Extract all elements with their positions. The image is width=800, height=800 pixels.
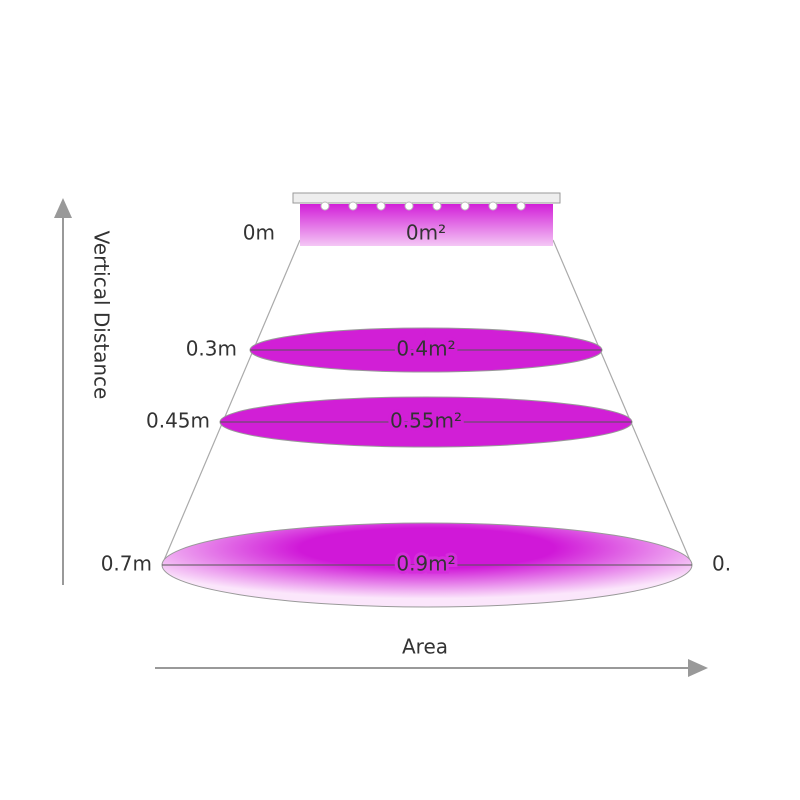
cone-edge (161, 239, 301, 566)
vertical-axis (54, 198, 72, 585)
edge-label: 0. (712, 552, 731, 576)
distance-label: 0.45m (146, 409, 210, 433)
area-label: 0.55m² (390, 409, 462, 433)
area-label: 0.9m² (396, 552, 455, 576)
horizontal-axis-label: Area (402, 635, 448, 659)
vertical-axis-label: Vertical Distance (90, 231, 114, 400)
area-label: 0.4m² (396, 337, 455, 361)
grow-light (292, 192, 561, 246)
distance-label: 0.3m (186, 337, 237, 361)
cone-edge (552, 239, 693, 566)
distance-label: 0.7m (101, 552, 152, 576)
horizontal-axis (155, 659, 708, 677)
area-label: 0m² (406, 221, 446, 245)
distance-label: 0m (243, 221, 275, 245)
